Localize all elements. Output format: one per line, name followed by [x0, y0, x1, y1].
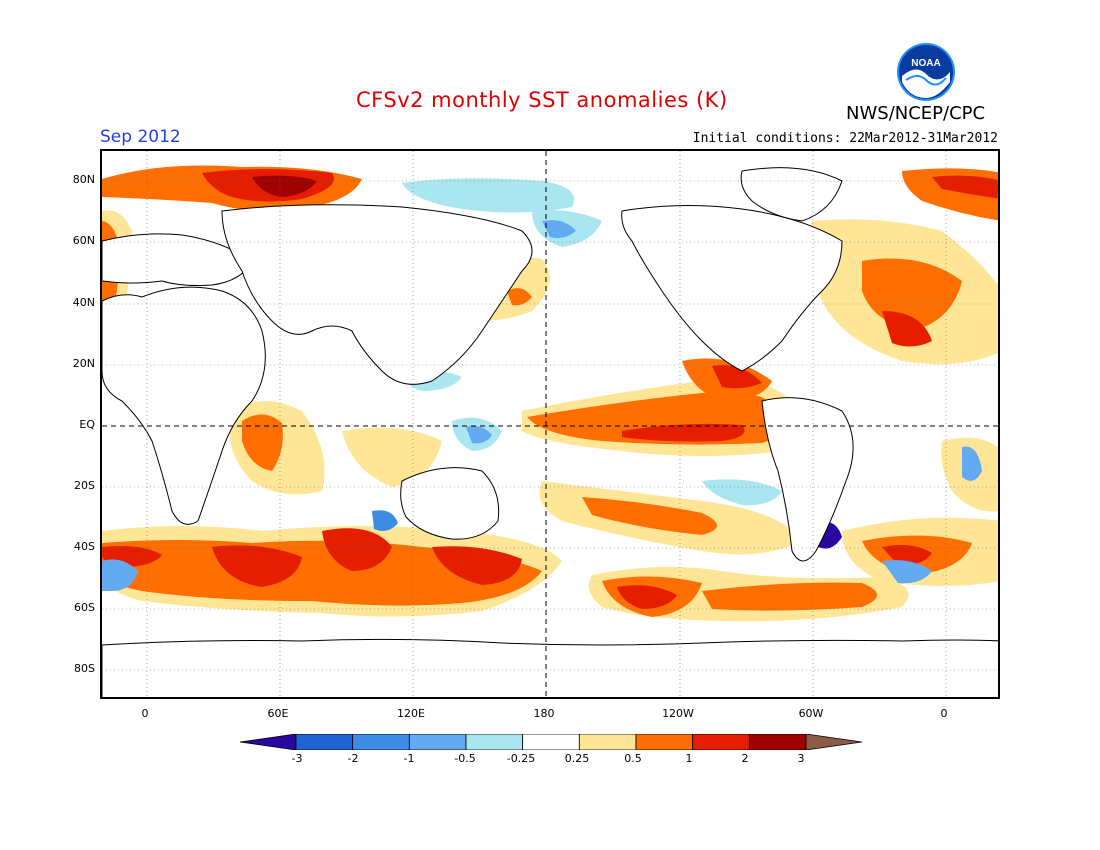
color-bar-swatch [578, 734, 637, 750]
color-bar-low-end [240, 734, 297, 750]
svg-text:NOAA: NOAA [911, 58, 940, 69]
legend-label: 0.25 [564, 752, 590, 765]
lon-label: 120W [662, 707, 694, 720]
lat-label: 40S [74, 540, 95, 553]
lon-label: 0 [940, 707, 948, 720]
legend-label: 3 [797, 752, 805, 765]
sst-anomaly-map [100, 149, 1000, 699]
lat-label: 80N [72, 173, 95, 186]
lon-label: 60W [798, 707, 824, 720]
lon-label: 60E [267, 707, 289, 720]
agency-label: NWS/NCEP/CPC [846, 103, 986, 124]
color-bar-swatch [635, 734, 694, 750]
noaa-logo: NOAA [897, 43, 955, 101]
legend-label: 1 [685, 752, 693, 765]
lat-label: 40N [72, 296, 95, 309]
map-canvas [102, 151, 998, 697]
legend-label: 0.5 [624, 752, 642, 765]
color-bar-swatch [352, 734, 410, 750]
color-bar-high-end [805, 734, 862, 750]
legend-label: -3 [291, 752, 303, 765]
lat-label: 20N [72, 357, 95, 370]
legend-label: -0.5 [454, 752, 476, 765]
lat-label: EQ [79, 418, 95, 431]
legend-label: 2 [741, 752, 749, 765]
legend-label: -0.25 [506, 752, 536, 765]
color-bar-swatch [692, 734, 750, 750]
color-bar-swatch [522, 734, 580, 750]
lon-label: 120E [397, 707, 425, 720]
color-bar [240, 734, 862, 750]
map-title: CFSv2 monthly SST anomalies (K) [356, 88, 728, 112]
lon-label: 0 [141, 707, 149, 720]
lat-label: 20S [74, 479, 95, 492]
color-bar-swatch [465, 734, 524, 750]
lon-label: 180 [533, 707, 555, 720]
lat-label: 80S [74, 662, 95, 675]
legend-label: -2 [347, 752, 359, 765]
continents [102, 167, 998, 697]
lat-label: 60N [72, 234, 95, 247]
color-bar-swatch [295, 734, 354, 750]
forecast-month: Sep 2012 [100, 127, 181, 147]
color-bar-swatch [748, 734, 807, 750]
initial-conditions: Initial conditions: 22Mar2012-31Mar2012 [692, 131, 998, 146]
legend-label: -1 [403, 752, 415, 765]
lat-label: 60S [74, 601, 95, 614]
color-bar-swatch [408, 734, 467, 750]
